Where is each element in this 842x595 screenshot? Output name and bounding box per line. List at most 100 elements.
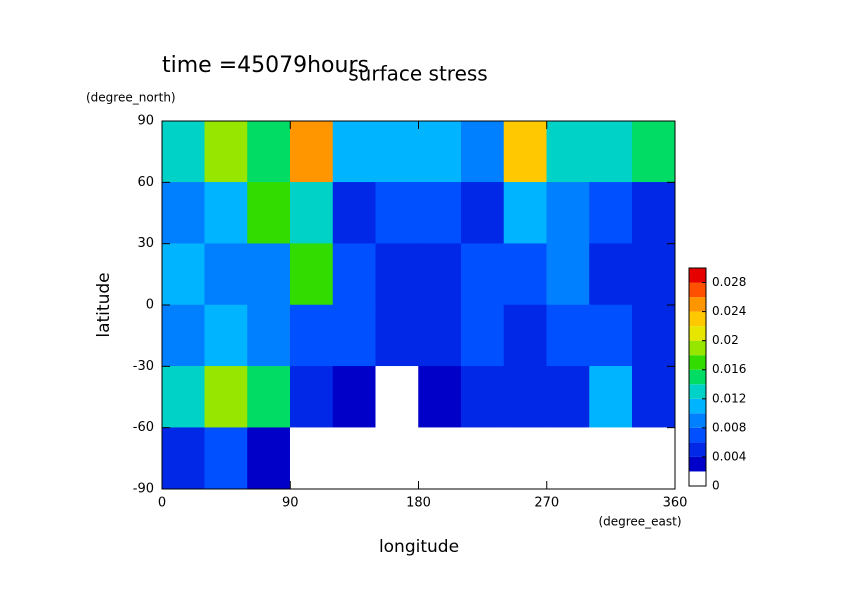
- field-cell: [332, 427, 376, 490]
- field-cell: [204, 243, 248, 306]
- field-cell: [161, 427, 205, 490]
- field-cell: [546, 304, 590, 367]
- field-cell: [204, 304, 248, 367]
- field-cell: [503, 120, 547, 183]
- field-cell: [247, 427, 291, 490]
- field-cell: [204, 427, 248, 490]
- field-cell: [461, 182, 505, 244]
- colorbar-band: [689, 268, 706, 283]
- colorbar-band: [689, 427, 706, 443]
- colorbar-band: [689, 384, 706, 399]
- colorbar-band: [689, 311, 706, 327]
- field-cell: [375, 182, 419, 244]
- field-cell: [589, 120, 633, 183]
- field-cell: [461, 120, 505, 183]
- field-cell: [247, 120, 291, 183]
- field-cell: [161, 243, 205, 306]
- y-axis-label: latitude: [94, 272, 114, 337]
- field-cell: [461, 304, 505, 367]
- x-tick-label: 90: [282, 496, 299, 511]
- colorbar-band: [689, 413, 706, 428]
- field-cell: [332, 182, 376, 244]
- field-cell: [418, 182, 462, 244]
- field-cell: [161, 304, 205, 367]
- x-unit: (degree_east): [598, 515, 681, 529]
- field-cell: [290, 120, 334, 183]
- colorbar-band: [689, 398, 706, 414]
- colorbar-tick-label: 0.012: [712, 391, 746, 405]
- x-axis-label: longitude: [379, 537, 459, 557]
- field-cell: [247, 243, 291, 306]
- field-cell: [632, 120, 676, 183]
- colorbar-band: [689, 282, 706, 298]
- field-cell: [546, 243, 590, 306]
- colorbar-tick-label: 0: [712, 479, 720, 493]
- colorbar-band: [689, 326, 706, 341]
- colorbar-tick-label: 0.028: [712, 275, 746, 289]
- y-tick-label: 90: [137, 114, 154, 129]
- field-cell: [161, 182, 205, 244]
- y-tick-label: 0: [146, 298, 154, 313]
- field-cell: [204, 120, 248, 183]
- colorbar-band: [689, 369, 706, 385]
- field-cell: [290, 366, 334, 428]
- field-cell: [503, 427, 547, 490]
- field-cell: [418, 427, 462, 490]
- field-cell: [589, 243, 633, 306]
- field-cell: [632, 243, 676, 306]
- colorbar-band: [689, 355, 706, 370]
- y-tick-label: -60: [133, 420, 154, 435]
- field-cell: [589, 427, 633, 490]
- field-cell: [503, 304, 547, 367]
- x-tick-label: 180: [406, 496, 431, 511]
- field-cell: [332, 243, 376, 306]
- x-tick-label: 270: [534, 496, 559, 511]
- field-cell: [418, 304, 462, 367]
- y-tick-label: -90: [133, 482, 154, 497]
- field-cell: [546, 366, 590, 428]
- field-cell: [204, 366, 248, 428]
- y-tick-label: -30: [133, 359, 154, 374]
- field-cell: [418, 120, 462, 183]
- field-cell: [546, 120, 590, 183]
- field-cell: [461, 366, 505, 428]
- y-unit: (degree_north): [86, 91, 176, 105]
- field-cell: [161, 120, 205, 183]
- field-cell: [375, 304, 419, 367]
- colorbar-tick-label: 0.02: [712, 333, 739, 347]
- field-cell: [589, 304, 633, 367]
- colorbar-frame: [688, 267, 707, 487]
- colorbar-band: [689, 297, 706, 312]
- y-tick-label: 30: [137, 236, 154, 251]
- field-cell: [632, 366, 676, 428]
- field-cell: [503, 182, 547, 244]
- field-cell: [247, 304, 291, 367]
- field-cell: [375, 366, 419, 428]
- field-cell: [546, 182, 590, 244]
- colorbar-band: [689, 471, 706, 486]
- field-cell: [375, 120, 419, 183]
- y-tick-label: 60: [137, 175, 154, 190]
- chart-subtitle: time =45079hours: [162, 53, 369, 78]
- colorbar-tick-label: 0.004: [712, 449, 746, 463]
- field-cell: [332, 120, 376, 183]
- field-cell: [546, 427, 590, 490]
- colorbar-band: [689, 340, 706, 356]
- field-cell: [204, 182, 248, 244]
- x-tick-label: 0: [158, 496, 166, 511]
- field-cell: [418, 243, 462, 306]
- field-cell: [503, 243, 547, 306]
- field-cell: [632, 427, 676, 490]
- field-cell: [632, 182, 676, 244]
- field-cell: [290, 182, 334, 244]
- field-cell: [247, 366, 291, 428]
- colorbar-band: [689, 442, 706, 457]
- field-cell: [503, 366, 547, 428]
- field-cell: [332, 366, 376, 428]
- field-cell: [461, 243, 505, 306]
- field-cell: [290, 243, 334, 306]
- field-cell: [332, 304, 376, 367]
- field-cell: [461, 427, 505, 490]
- colorbar-tick-label: 0.024: [712, 304, 746, 318]
